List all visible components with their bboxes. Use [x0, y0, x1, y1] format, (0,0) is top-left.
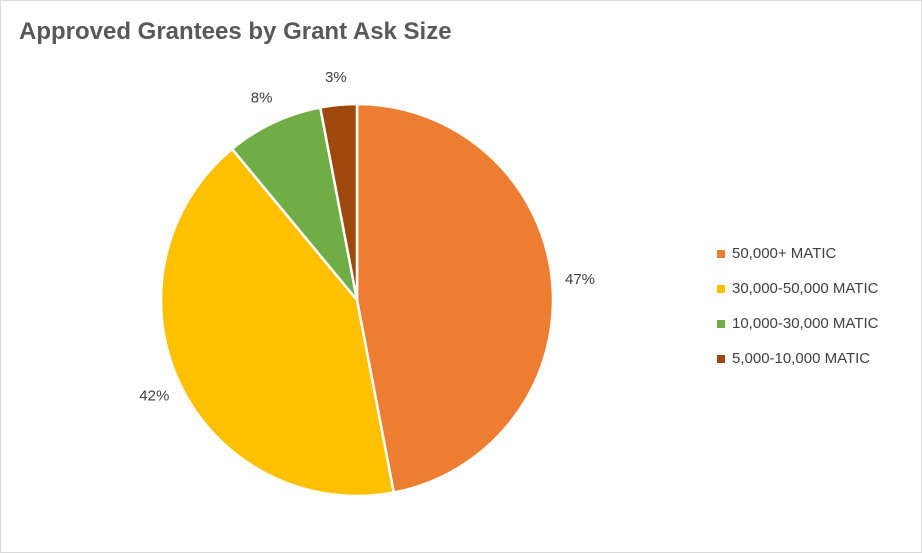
pie-data-label-2: 8%: [251, 89, 273, 106]
legend-label-1: 30,000-50,000 MATIC: [732, 280, 879, 297]
pie-data-label-1: 42%: [139, 387, 169, 404]
legend-swatch-2: [717, 319, 725, 328]
legend-swatch-1: [717, 284, 725, 293]
legend-label-0: 50,000+ MATIC: [732, 245, 837, 262]
legend-item-3: 5,000-10,000 MATIC: [717, 341, 878, 376]
chart-title: Approved Grantees by Grant Ask Size: [19, 18, 452, 45]
pie-slice-1[interactable]: [159, 147, 395, 498]
legend-swatch-0: [717, 249, 725, 258]
legend-item-2: 10,000-30,000 MATIC: [717, 306, 878, 341]
pie-slice-2[interactable]: [230, 106, 359, 302]
pie-data-label-0: 47%: [565, 271, 595, 288]
pie-slice-3[interactable]: [319, 102, 359, 302]
legend-item-0: 50,000+ MATIC: [717, 236, 878, 271]
legend-label-3: 5,000-10,000 MATIC: [732, 350, 871, 367]
legend-swatch-3: [717, 354, 725, 363]
pie-data-label-3: 3%: [325, 69, 347, 86]
pie-slice-0[interactable]: [355, 102, 555, 494]
legend-item-1: 30,000-50,000 MATIC: [717, 271, 878, 306]
legend-label-2: 10,000-30,000 MATIC: [732, 315, 879, 332]
legend: 50,000+ MATIC 30,000-50,000 MATIC 10,000-3…: [717, 236, 878, 376]
